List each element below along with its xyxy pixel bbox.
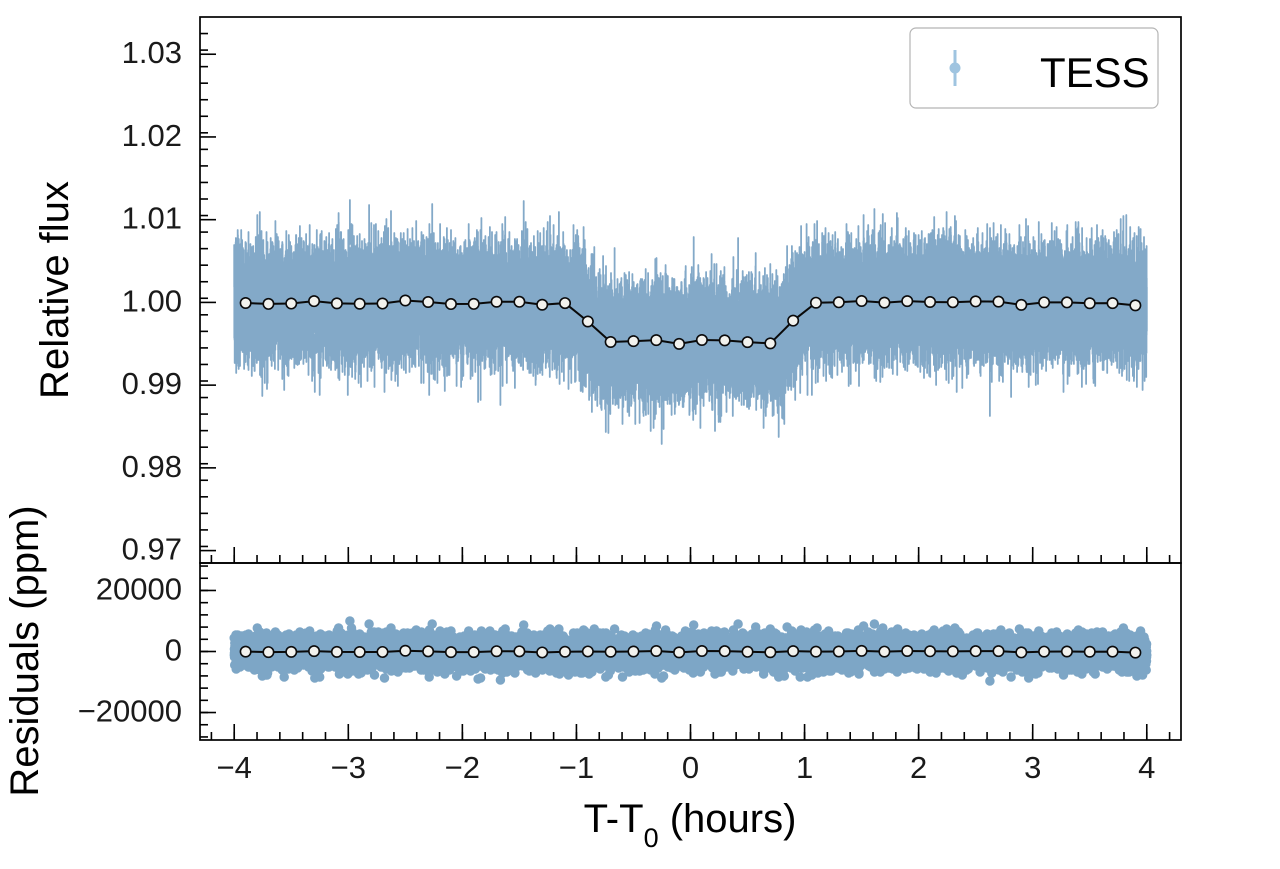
svg-text:3: 3 — [1024, 750, 1041, 785]
svg-text:Relative flux: Relative flux — [33, 181, 77, 399]
svg-text:1.01: 1.01 — [122, 201, 182, 236]
svg-text:0.99: 0.99 — [122, 366, 182, 401]
svg-text:−3: −3 — [331, 750, 366, 785]
svg-text:0.97: 0.97 — [122, 532, 182, 567]
svg-text:1.02: 1.02 — [122, 118, 182, 153]
svg-text:Residuals (ppm): Residuals (ppm) — [3, 505, 47, 796]
svg-text:−2: −2 — [445, 750, 480, 785]
svg-text:0: 0 — [165, 633, 182, 668]
svg-text:−4: −4 — [217, 750, 252, 785]
svg-text:−1: −1 — [559, 750, 594, 785]
svg-text:TESS: TESS — [1040, 49, 1150, 96]
svg-text:1.00: 1.00 — [122, 283, 182, 318]
svg-text:0.98: 0.98 — [122, 449, 182, 484]
svg-text:0: 0 — [682, 750, 699, 785]
svg-text:4: 4 — [1138, 750, 1155, 785]
svg-text:20000: 20000 — [96, 571, 182, 606]
svg-text:−20000: −20000 — [78, 694, 182, 729]
svg-text:1.03: 1.03 — [122, 35, 182, 70]
svg-text:2: 2 — [910, 750, 927, 785]
svg-text:1: 1 — [796, 750, 813, 785]
